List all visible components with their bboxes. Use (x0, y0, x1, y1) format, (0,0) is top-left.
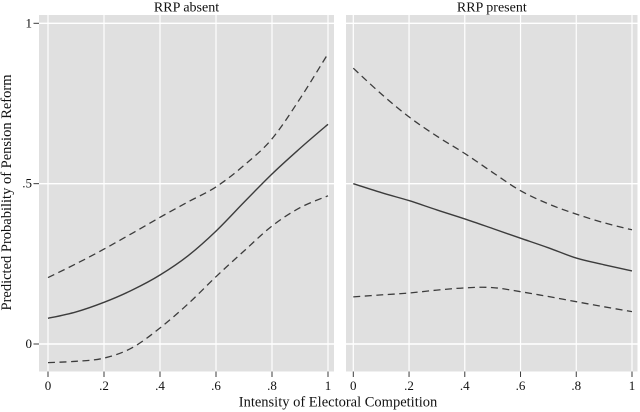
x-tick-label: .6 (516, 378, 526, 393)
y-tick-label: 0 (26, 336, 33, 351)
upper-confidence-bound-line (47, 53, 329, 279)
panel-rrp-present: 0 .2 .4 .6 .8 1 (346, 15, 638, 393)
x-tick-label: .6 (211, 378, 221, 393)
x-tick-label: 0 (45, 378, 52, 393)
upper-confidence-bound-line (352, 67, 633, 231)
x-tick-label: 1 (629, 378, 636, 393)
x-tick-label: 1 (325, 378, 332, 393)
x-tick-label: .2 (404, 378, 414, 393)
panel-rrp-absent: 0 .2 .4 .6 .8 1 1 .5 0 (22, 15, 334, 393)
x-tick-label: .4 (460, 378, 470, 393)
x-tick-label: .4 (155, 378, 165, 393)
x-tick-label: 0 (350, 378, 357, 393)
panel-title-rrp-present: RRP present (457, 1, 527, 16)
panel-background (346, 15, 638, 372)
lower-confidence-bound-line (47, 195, 329, 364)
lower-confidence-bound-line (353, 286, 633, 313)
y-tick-label: 1 (26, 15, 33, 30)
panel-background (39, 15, 334, 372)
x-axis-label: Intensity of Electoral Competition (239, 395, 438, 411)
predicted-probability-line (47, 123, 329, 319)
predicted-probability-line (353, 183, 633, 272)
x-tick-label: .8 (571, 378, 581, 393)
y-axis-label: Predicted Probability of Pension Reform (0, 74, 15, 311)
panel-title-rrp-absent: RRP absent (154, 1, 219, 16)
x-tick-label: .2 (99, 378, 109, 393)
x-tick-label: .8 (267, 378, 277, 393)
y-tick-label: .5 (22, 176, 32, 191)
